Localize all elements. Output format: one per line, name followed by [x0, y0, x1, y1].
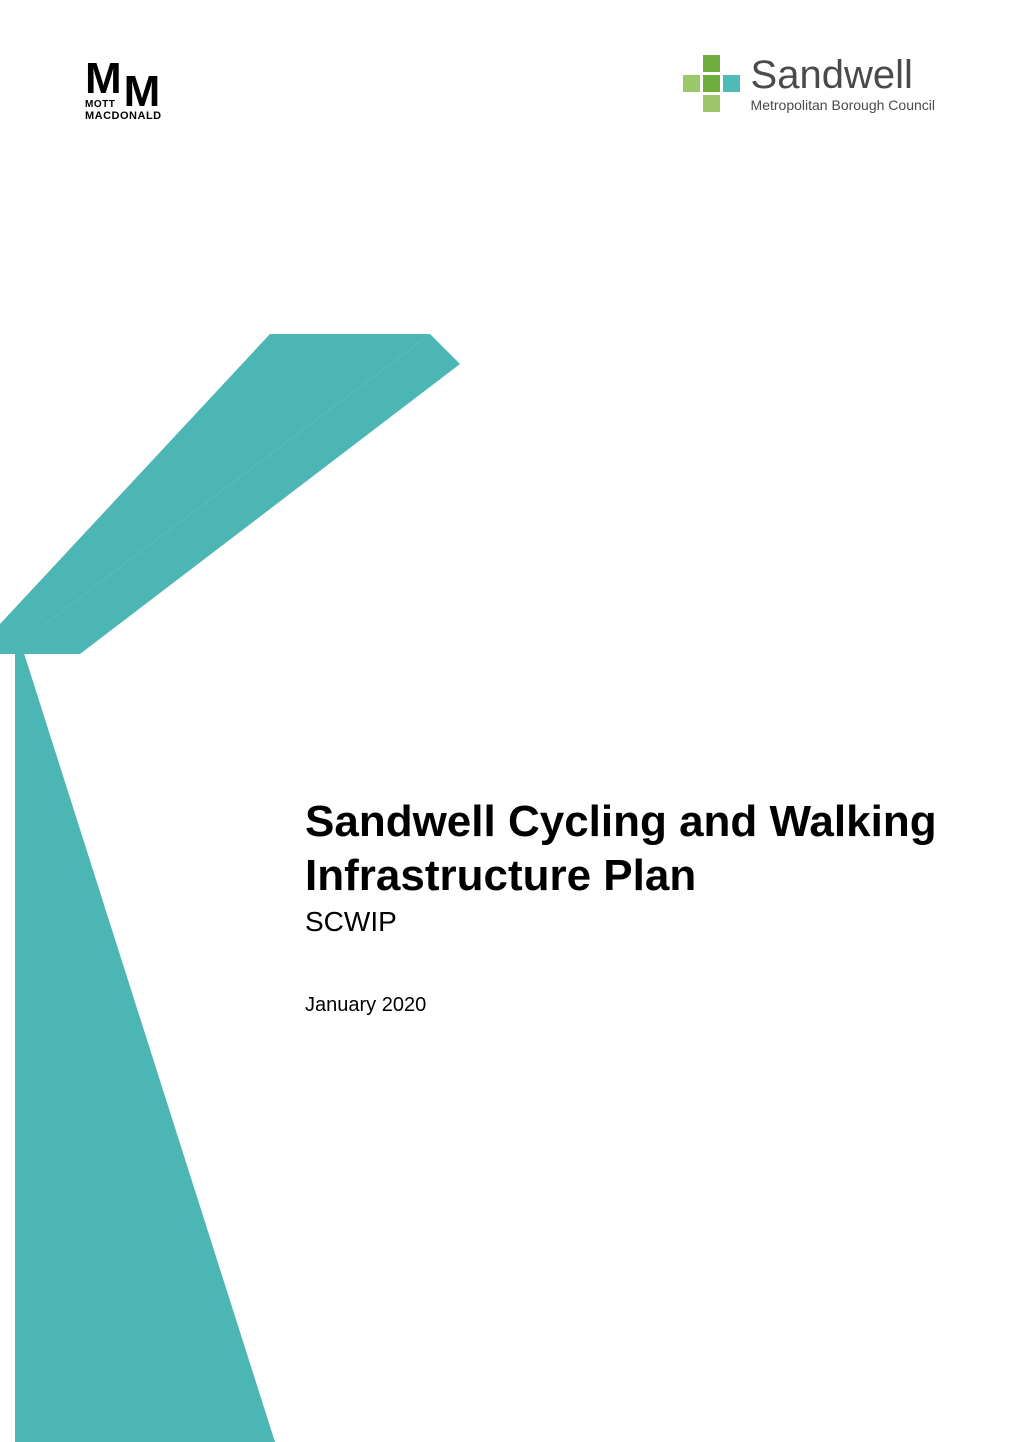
- header: M MOTT M MACDONALD Sandwell Metropolitan…: [0, 55, 1020, 155]
- logo-mott-text: MOTT: [85, 99, 122, 110]
- sandwell-square-1: [703, 55, 720, 72]
- title-line-2: Infrastructure Plan: [305, 851, 696, 900]
- logo-letter-m2: M: [124, 73, 161, 110]
- teal-triangle-upper: [0, 334, 460, 654]
- sandwell-square-2: [683, 75, 700, 92]
- sandwell-tagline: Metropolitan Borough Council: [751, 97, 935, 113]
- sandwell-square-3: [703, 75, 720, 92]
- mott-macdonald-logo: M MOTT M MACDONALD: [85, 55, 162, 122]
- sandwell-square-4: [723, 75, 740, 92]
- document-date: January 2020: [305, 994, 960, 1017]
- sandwell-logo: Sandwell Metropolitan Borough Council: [683, 55, 935, 113]
- sandwell-icon: [683, 55, 741, 113]
- logo-macdonald-text: MACDONALD: [85, 110, 162, 122]
- main-content: Sandwell Cycling and Walking Infrastruct…: [305, 795, 960, 1017]
- teal-triangle-lower: [15, 625, 275, 1442]
- title-line-1: Sandwell Cycling and Walking: [305, 797, 937, 846]
- sandwell-name: Sandwell: [751, 55, 935, 95]
- sandwell-text-group: Sandwell Metropolitan Borough Council: [751, 55, 935, 113]
- document-title: Sandwell Cycling and Walking Infrastruct…: [305, 795, 960, 902]
- logo-mm-letters: M MOTT M: [85, 55, 160, 110]
- document-page: M MOTT M MACDONALD Sandwell Metropolitan…: [0, 0, 1020, 1442]
- document-subtitle: SCWIP: [305, 906, 960, 938]
- sandwell-square-5: [703, 95, 720, 112]
- logo-letter-m1: M: [85, 60, 122, 97]
